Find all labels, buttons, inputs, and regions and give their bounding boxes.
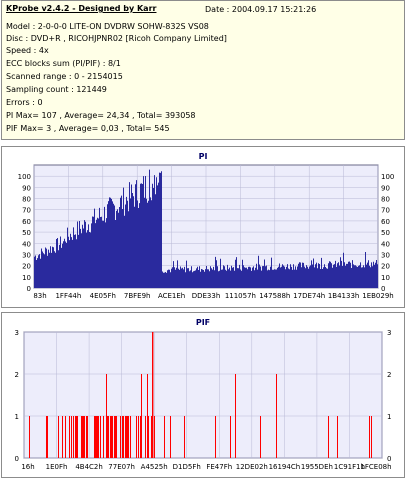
disc-info-panel: KProbe v2.4.2 - Designed by Karr Date : …	[1, 0, 405, 140]
pi-stats-line: PI Max= 107 , Average= 24,34 , Total= 39…	[6, 111, 196, 120]
scan-date: Date : 2004.09.17 15:21:26	[205, 5, 317, 14]
pi-y-tick-right: 80	[381, 196, 390, 204]
pi-y-tick-right: 70	[381, 207, 390, 215]
pi-x-tick: 83h	[33, 292, 46, 300]
pif-x-tick: 16194Ch	[269, 463, 301, 471]
pif-x-tick: 1C91F1h	[334, 463, 365, 471]
pif-y-tick-right: 2	[387, 371, 391, 379]
pif-y-axis-right: 3 2 1 0	[387, 329, 391, 463]
pi-series	[34, 169, 378, 288]
scanned-range-line: Scanned range : 0 - 2154015	[6, 72, 123, 81]
pif-y-tick-left: 3	[15, 329, 19, 337]
pi-y-tick-left: 30	[22, 251, 31, 259]
errors-line: Errors : 0	[6, 98, 43, 107]
pif-bars	[29, 332, 372, 458]
pif-x-tick: FE47Fh	[206, 463, 232, 471]
pif-chart-title: PIF	[196, 318, 210, 327]
pif-x-axis: 16h 1E0Fh 4B4C2h 77E07h A4525h D1D5Fh FE47Fh 12…	[21, 463, 391, 471]
pif-y-tick-left: 2	[15, 371, 19, 379]
pif-stats-line: PIF Max= 3 , Average= 0,03 , Total= 545	[6, 124, 170, 133]
pi-x-tick: 147588h	[259, 292, 290, 300]
pif-x-tick: 1955DEh	[301, 463, 333, 471]
disc-line: Disc : DVD+R , RICOHJPNR02 [Ricoh Compan…	[6, 34, 227, 43]
pi-y-tick-right: 0	[381, 285, 385, 293]
pif-x-tick: 1FCE08h	[360, 463, 391, 471]
pi-chart-panel: PI 100 90 80 70 60 50 40 30 20 10 0 100 90 80 70 60 50 4…	[1, 146, 405, 308]
pif-x-tick: 77E07h	[108, 463, 135, 471]
pi-y-tick-left: 40	[22, 240, 31, 248]
pi-y-tick-right: 60	[381, 218, 390, 226]
pi-y-tick-right: 10	[381, 274, 390, 282]
pi-y-tick-right: 20	[381, 263, 390, 271]
pif-y-tick-right: 1	[387, 413, 391, 421]
pi-y-tick-right: 90	[381, 184, 390, 192]
pi-x-tick: DDE33h	[192, 292, 221, 300]
pif-x-tick: A4525h	[141, 463, 168, 471]
pi-x-tick: ACE1Eh	[158, 292, 185, 300]
pif-x-tick: 16h	[21, 463, 34, 471]
speed-line: Speed : 4x	[6, 46, 49, 55]
sampling-count-line: Sampling count : 121449	[6, 85, 107, 94]
pif-x-tick: 1E0Fh	[46, 463, 68, 471]
pi-x-tick: 4E05Fh	[90, 292, 116, 300]
pif-y-tick-right: 0	[387, 455, 391, 463]
model-line: Model : 2-0-0-0 LITE-ON DVDRW SOHW-832S …	[6, 22, 209, 31]
pif-x-tick: D1D5Fh	[173, 463, 201, 471]
pi-y-tick-right: 40	[381, 240, 390, 248]
pi-x-tick: 1EB029h	[362, 292, 393, 300]
pif-chart-panel: PIF 3 2 1 0 3 2 1 0 16h 1E0Fh 4B4C2h 77E07h A4525h…	[1, 312, 405, 478]
pi-x-tick: 1FF44h	[55, 292, 81, 300]
pi-x-tick: 7BFE9h	[124, 292, 151, 300]
pi-y-tick-right: 100	[381, 173, 394, 181]
pif-chart: PIF 3 2 1 0 3 2 1 0 16h 1E0Fh 4B4C2h 77E07h A4525h…	[15, 318, 392, 471]
pi-y-tick-left: 50	[22, 229, 31, 237]
pif-series	[29, 332, 372, 458]
pi-y-tick-left: 20	[22, 263, 31, 271]
pi-y-tick-left: 60	[22, 218, 31, 226]
app-title: KProbe v2.4.2 - Designed by Karr	[6, 4, 157, 13]
pif-x-tick: 12DE02h	[236, 463, 268, 471]
pi-y-tick-left: 70	[22, 207, 31, 215]
pi-y-tick-left: 0	[27, 285, 31, 293]
pi-y-tick-right: 30	[381, 251, 390, 259]
pi-x-tick: 17DE74h	[293, 292, 325, 300]
pif-y-axis-left: 3 2 1 0	[15, 329, 19, 463]
pi-x-axis: 83h 1FF44h 4E05Fh 7BFE9h ACE1Eh DDE33h 111057h…	[33, 292, 393, 300]
pi-x-tick: 1B4133h	[328, 292, 360, 300]
pif-x-tick: 4B4C2h	[75, 463, 103, 471]
pi-y-tick-left: 80	[22, 196, 31, 204]
ecc-blocks-line: ECC blocks sum (PI/PIF) : 8/1	[6, 59, 121, 68]
pif-y-tick-left: 1	[15, 413, 19, 421]
pif-y-tick-right: 3	[387, 329, 391, 337]
pi-y-tick-left: 10	[22, 274, 31, 282]
pi-y-tick-left: 90	[22, 184, 31, 192]
pi-y-tick-right: 50	[381, 229, 390, 237]
pi-x-tick: 111057h	[225, 292, 256, 300]
pi-bars	[34, 169, 378, 288]
pi-chart-title: PI	[199, 152, 208, 161]
pif-y-tick-left: 0	[15, 455, 19, 463]
pi-y-tick-left: 100	[18, 173, 31, 181]
